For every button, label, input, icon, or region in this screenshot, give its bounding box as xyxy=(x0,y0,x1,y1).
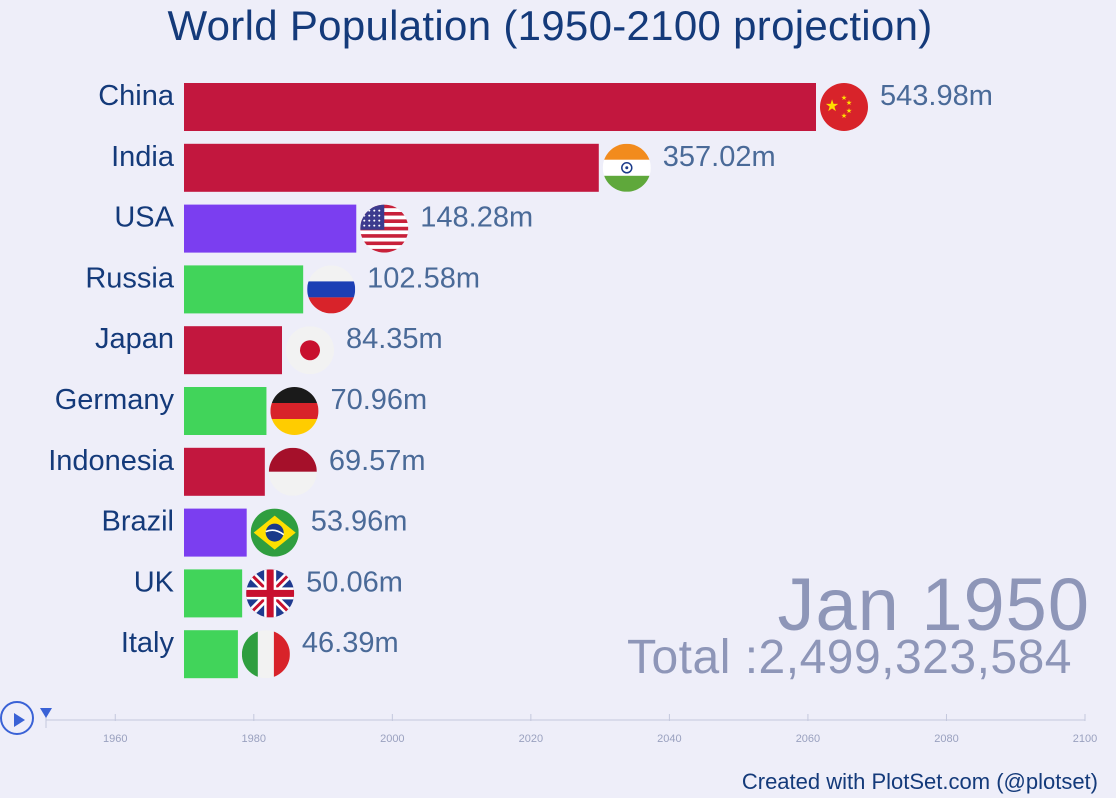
play-button[interactable] xyxy=(0,701,34,735)
brazil-flag-icon xyxy=(250,508,299,557)
timeline-tick-label: 2000 xyxy=(380,733,404,745)
country-label-usa: USA xyxy=(114,202,174,234)
bar-russia xyxy=(184,265,304,314)
credit-text: Created with PlotSet.com (@plotset) xyxy=(741,769,1098,794)
country-label-china: China xyxy=(98,80,175,112)
country-label-germany: Germany xyxy=(55,384,175,416)
uk-flag-icon xyxy=(246,569,295,618)
value-label-russia: 102.58m xyxy=(367,262,480,294)
value-label-india: 357.02m xyxy=(663,141,776,173)
timeline-axis: 1960 1980 2000 2020 2040 2060 2080 2100 xyxy=(40,708,1097,745)
italy-flag-icon xyxy=(241,630,290,679)
japan-flag-icon xyxy=(285,326,334,375)
china-flag-icon: ★ ★★★★ xyxy=(820,83,868,131)
country-label-italy: Italy xyxy=(121,627,175,659)
timeline-tick-label: 2060 xyxy=(796,733,820,745)
bar-indonesia xyxy=(184,447,265,496)
svg-text:★: ★ xyxy=(825,96,839,115)
country-label-india: India xyxy=(111,141,175,173)
svg-text:★: ★ xyxy=(846,107,852,115)
bar-india xyxy=(184,143,599,192)
current-date-label: Jan 1950 xyxy=(777,563,1090,646)
timeline-tick-label: 1980 xyxy=(242,733,266,745)
svg-text:★: ★ xyxy=(841,94,847,102)
bar-uk xyxy=(184,569,243,618)
svg-text:★: ★ xyxy=(841,112,847,120)
value-label-uk: 50.06m xyxy=(306,566,403,598)
timeline-tick-label: 1960 xyxy=(103,733,127,745)
timeline-tick-label: 2080 xyxy=(934,733,958,745)
total-population-label: Total :2,499,323,584 xyxy=(626,631,1072,684)
timeline-tick-label: 2100 xyxy=(1073,733,1097,745)
country-label-brazil: Brazil xyxy=(101,506,174,538)
timeline-tick-label: 2040 xyxy=(657,733,681,745)
bar-china xyxy=(184,83,816,131)
svg-text:★: ★ xyxy=(846,99,852,107)
value-label-china: 543.98m xyxy=(880,80,993,112)
country-label-japan: Japan xyxy=(95,323,174,355)
usa-flag-icon xyxy=(360,204,409,253)
value-label-japan: 84.35m xyxy=(346,323,443,355)
chart-title: World Population (1950-2100 projection) xyxy=(167,2,933,49)
bar-germany xyxy=(184,387,267,435)
bar-brazil xyxy=(184,508,247,557)
bar-usa xyxy=(184,204,357,253)
value-label-usa: 148.28m xyxy=(420,202,533,234)
value-label-brazil: 53.96m xyxy=(311,506,408,538)
value-label-germany: 70.96m xyxy=(330,384,427,416)
indonesia-flag-icon xyxy=(268,447,317,496)
play-icon xyxy=(14,713,25,727)
india-flag-icon xyxy=(602,143,651,192)
germany-flag-icon xyxy=(270,387,319,435)
value-label-indonesia: 69.57m xyxy=(329,445,426,477)
country-label-indonesia: Indonesia xyxy=(48,445,175,477)
timeline-tick-label: 2020 xyxy=(519,733,543,745)
bar-japan xyxy=(184,326,282,375)
value-label-italy: 46.39m xyxy=(302,627,399,659)
country-label-uk: UK xyxy=(134,566,175,598)
bar-italy xyxy=(184,630,238,679)
country-label-russia: Russia xyxy=(85,262,175,294)
russia-flag-icon xyxy=(307,265,356,314)
timeline-handle[interactable] xyxy=(40,708,52,718)
